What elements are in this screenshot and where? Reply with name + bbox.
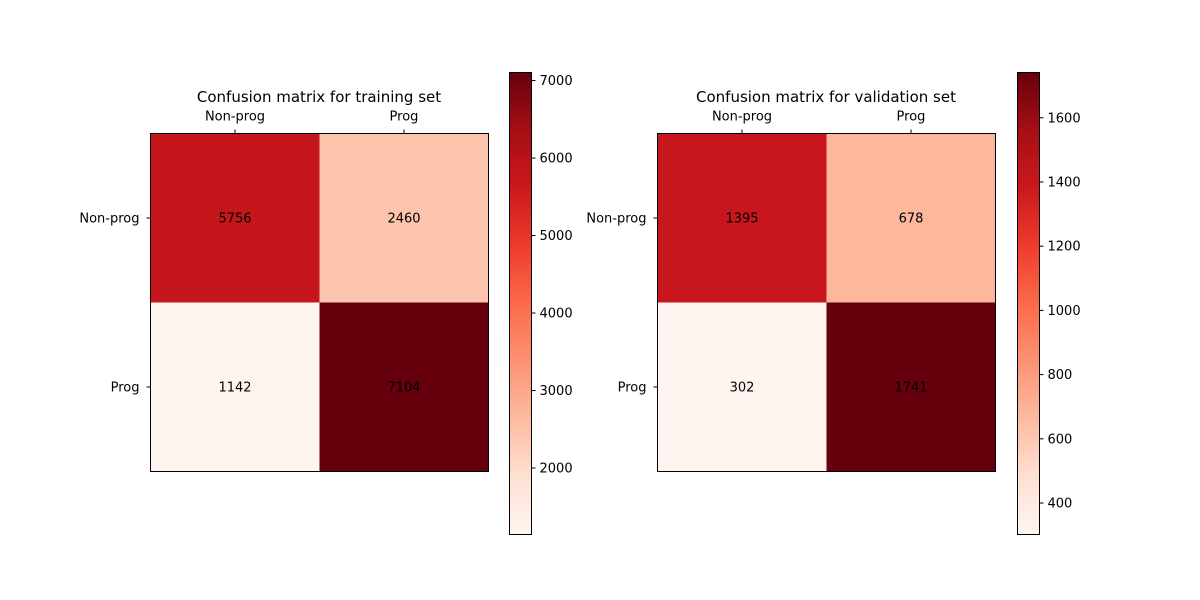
cell-value-label: 1142 xyxy=(218,381,251,396)
colorbar-tick-label: 1000 xyxy=(1048,304,1081,319)
colorbar-tick-label: 7000 xyxy=(540,74,573,89)
colorbar-tick-label: 6000 xyxy=(540,152,573,167)
plot-frame xyxy=(150,133,489,472)
cell-non-prog-prog xyxy=(826,133,996,303)
colorbar-tick-label: 1400 xyxy=(1048,175,1081,190)
y-tick-label: Prog xyxy=(618,381,647,396)
cell-value-label: 678 xyxy=(899,212,924,227)
cell-value-label: 1395 xyxy=(725,212,758,227)
y-tick-label: Prog xyxy=(111,381,140,396)
x-tick-label: Non-prog xyxy=(205,110,265,125)
cell-value-label: 1741 xyxy=(894,381,927,396)
plot-frame xyxy=(657,133,996,472)
colorbar-tick-label: 4000 xyxy=(540,307,573,322)
colorbar-tick-label: 600 xyxy=(1048,432,1073,447)
colorbar-tick-label: 1600 xyxy=(1048,111,1081,126)
cell-prog-prog xyxy=(319,302,489,472)
cell-prog-non-prog xyxy=(150,302,320,472)
validation-colorbar: 400 600 800 1000 1200 1400 1600 xyxy=(1017,72,1081,535)
colorbar-tick-label: 400 xyxy=(1048,497,1073,512)
y-tick-label: Non-prog xyxy=(586,212,646,227)
cell-value-label: 302 xyxy=(730,381,755,396)
y-tick-label: Non-prog xyxy=(79,212,139,227)
colorbar-tick-label: 3000 xyxy=(540,384,573,399)
cell-non-prog-prog xyxy=(319,133,489,303)
colorbar-tick-label: 800 xyxy=(1048,368,1073,383)
training-matrix-title: Confusion matrix for training set xyxy=(197,88,441,106)
colorbar-tick-label: 1200 xyxy=(1048,240,1081,255)
cell-prog-non-prog xyxy=(657,302,827,472)
training-colorbar: 2000 3000 4000 5000 6000 7000 xyxy=(509,72,573,535)
validation-matrix-title: Confusion matrix for validation set xyxy=(696,88,956,106)
cell-value-label: 5756 xyxy=(218,212,251,227)
training-matrix-plot: 5756 2460 1142 7104 Non-prog Prog Non-prog Prog xyxy=(79,110,489,472)
cell-non-prog-non-prog xyxy=(657,133,827,303)
validation-matrix-panel: Confusion matrix for validation set 1395… xyxy=(586,72,1081,535)
validation-matrix-plot: 1395 678 302 1741 Non-prog Prog Non-prog Prog xyxy=(586,110,996,472)
cell-prog-prog xyxy=(826,302,996,472)
training-matrix-panel: Confusion matrix for training set 5756 24… xyxy=(79,72,573,535)
cell-non-prog-non-prog xyxy=(150,133,320,303)
cell-value-label: 2460 xyxy=(387,212,420,227)
colorbar-tick-label: 2000 xyxy=(540,462,573,477)
colorbar-gradient xyxy=(1017,72,1040,535)
colorbar-gradient xyxy=(509,72,532,535)
x-tick-label: Non-prog xyxy=(712,110,772,125)
x-tick-label: Prog xyxy=(897,110,926,125)
colorbar-tick-label: 5000 xyxy=(540,229,573,244)
cell-value-label: 7104 xyxy=(387,381,420,396)
x-tick-label: Prog xyxy=(390,110,419,125)
